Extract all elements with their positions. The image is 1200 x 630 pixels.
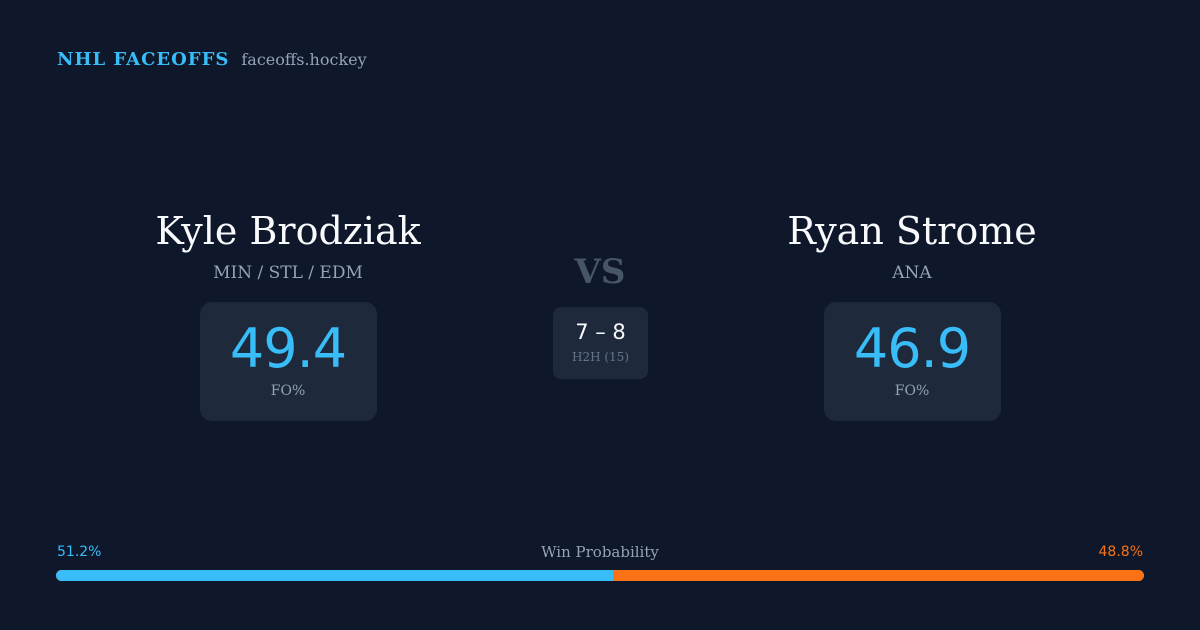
win-probability-bar — [56, 570, 1144, 581]
brand-header: NHL FACEOFFS faceoffs.hockey — [57, 49, 367, 70]
win-probability-bar-right — [613, 570, 1144, 581]
player-right-fo-box: 46.9 FO% — [823, 302, 1001, 421]
player-left-fo-value: 49.4 — [229, 317, 347, 380]
brand-name: NHL FACEOFFS — [57, 49, 230, 70]
win-probability-left: 51.2% — [57, 544, 102, 560]
player-right-name: Ryan Strome — [787, 209, 1037, 253]
player-left-fo-label: FO% — [270, 383, 306, 399]
brand-domain: faceoffs.hockey — [241, 50, 367, 69]
player-right-fo-value: 46.9 — [853, 317, 971, 380]
h2h-label: H2H (15) — [571, 350, 629, 364]
player-right-card: Ryan Strome ANA 46.9 FO% — [702, 206, 1122, 421]
player-right-teams: ANA — [892, 263, 932, 283]
versus-label: VS — [574, 252, 626, 292]
player-left-card: Kyle Brodziak MIN / STL / EDM 49.4 FO% — [78, 206, 498, 421]
player-left-teams: MIN / STL / EDM — [213, 263, 363, 283]
h2h-score: 7 – 8 — [575, 320, 626, 344]
player-left-name: Kyle Brodziak — [155, 209, 421, 253]
win-probability-right: 48.8% — [1098, 544, 1143, 560]
win-probability-title: Win Probability — [541, 543, 659, 561]
win-probability-bar-left — [56, 570, 614, 581]
player-left-fo-box: 49.4 FO% — [199, 302, 377, 421]
player-right-fo-label: FO% — [894, 383, 930, 399]
h2h-box: 7 – 8 H2H (15) — [553, 307, 648, 379]
